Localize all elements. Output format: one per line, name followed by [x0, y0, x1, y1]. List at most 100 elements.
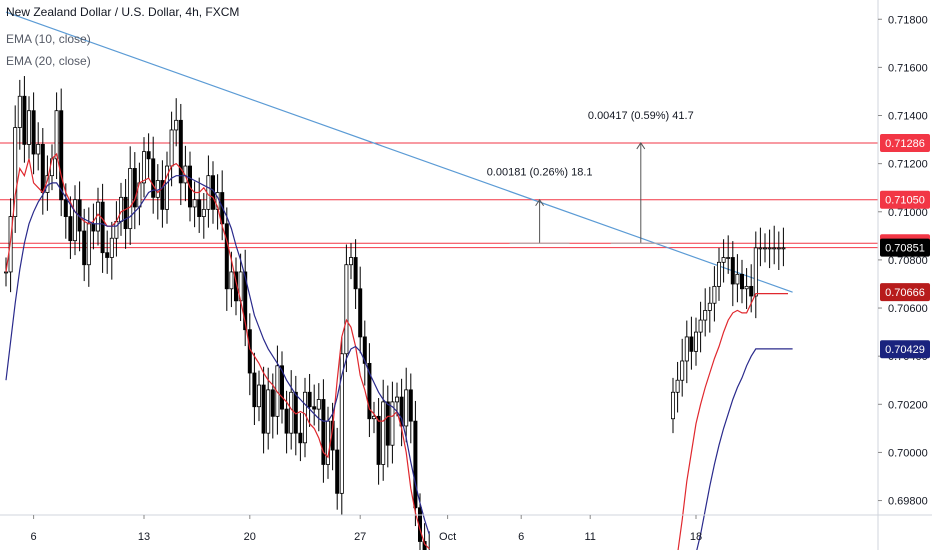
candle-body [717, 261, 722, 287]
candle-body [169, 129, 174, 167]
candle-body [776, 247, 781, 250]
x-tick-label: 27 [354, 531, 366, 543]
candle-body [740, 273, 745, 290]
price-label: 0.71286 [885, 138, 925, 150]
y-tick-label: 0.70600 [888, 303, 928, 315]
y-tick-label: 0.70000 [888, 447, 928, 459]
candle-body [201, 208, 206, 217]
candle-body [289, 391, 294, 434]
candle-body [399, 396, 404, 427]
candle-body [100, 201, 105, 254]
candle-body [348, 257, 353, 266]
candle-body [675, 379, 680, 393]
candle-body [178, 119, 183, 184]
candle-body [252, 372, 257, 408]
candle-body [671, 391, 676, 420]
price-label: 0.70666 [885, 287, 925, 299]
candle-body [358, 288, 363, 338]
candle-body [758, 247, 763, 250]
candle-body [243, 271, 248, 331]
candle-body [146, 151, 151, 160]
y-tick-label: 0.70800 [888, 255, 928, 267]
candle-body [684, 336, 689, 362]
candle-body [31, 110, 36, 155]
price-label-bg [880, 190, 930, 209]
candle-body [422, 541, 427, 550]
x-tick-label: 11 [584, 531, 595, 543]
candle-body [266, 389, 271, 434]
ema10-legend[interactable]: EMA (10, close) [6, 32, 91, 46]
candle-body [26, 110, 31, 145]
candle-body [344, 264, 349, 355]
price-label-bg [880, 133, 930, 152]
candle-body [86, 223, 91, 266]
candle-body [735, 273, 740, 285]
candle-body [82, 230, 87, 266]
candle-body [353, 257, 358, 290]
candle-body [698, 319, 703, 333]
measure-label: 0.00181 (0.26%) 18.1 [487, 167, 593, 179]
candle-body [59, 110, 64, 201]
candle-body [284, 408, 289, 434]
candle-body [689, 336, 694, 352]
candle-body [763, 247, 768, 250]
candle-body [40, 143, 45, 193]
candle-body [712, 285, 717, 304]
candle-body [160, 180, 165, 210]
candle-body [680, 360, 685, 381]
y-tick-label: 0.71000 [888, 207, 928, 219]
horizontal-levels [0, 142, 878, 249]
candle-body [192, 199, 197, 208]
candle-body [229, 271, 234, 290]
y-tick-label: 0.70200 [888, 399, 928, 411]
candle-body [362, 336, 367, 364]
measurements: 0.00181 (0.26%) 18.1 0.00417 (0.59%) 41.7 [487, 110, 694, 244]
candle-body [390, 401, 395, 446]
x-tick-label: 6 [31, 531, 37, 543]
measure-label: 0.00417 (0.59%) 41.7 [588, 110, 694, 122]
candle-body [105, 252, 110, 258]
candle-body [197, 199, 202, 217]
candle-body [141, 151, 146, 184]
candle-body [376, 415, 381, 465]
candle-body [270, 389, 275, 417]
ema-lines [5, 152, 793, 550]
candle-body [132, 168, 137, 208]
price-axis: 0.71800 0.71600 0.71400 0.71200 0.71000 0.708… [877, 0, 930, 550]
candle-body [73, 199, 78, 242]
x-tick-label: 18 [690, 531, 702, 543]
x-tick-label: 13 [138, 531, 150, 543]
candle-body [408, 389, 413, 422]
candle-body [694, 331, 699, 352]
candle-body [261, 384, 266, 434]
candle-body [298, 432, 303, 444]
candle-body [63, 199, 68, 217]
candle-body [256, 384, 261, 408]
candle-body [114, 221, 119, 239]
candle-body [781, 247, 786, 250]
candle-body [381, 401, 386, 465]
candle-body [4, 271, 9, 274]
candle-body [339, 353, 344, 494]
price-label-bg [880, 340, 930, 359]
ema20-legend[interactable]: EMA (20, close) [6, 54, 91, 68]
price-label-bg [880, 238, 930, 257]
candle-body [707, 302, 712, 311]
x-tick-label: Oct [439, 531, 456, 543]
y-tick-label: 0.71800 [888, 14, 928, 26]
candle-body [744, 285, 749, 290]
measure-arrow [535, 198, 545, 207]
price-label-bg [880, 283, 930, 302]
candle-body [151, 158, 156, 198]
candle-body [54, 110, 59, 160]
candle-body [772, 247, 777, 250]
candle-body [164, 165, 169, 210]
candle-body [753, 247, 758, 297]
y-tick-label: 0.71400 [888, 111, 928, 123]
candle-body [174, 119, 179, 131]
time-axis: 6 13 20 27 Oct 6 11 18 [0, 514, 932, 543]
candle-body [335, 449, 340, 494]
candle-body [17, 95, 22, 128]
candle-body [128, 168, 133, 230]
